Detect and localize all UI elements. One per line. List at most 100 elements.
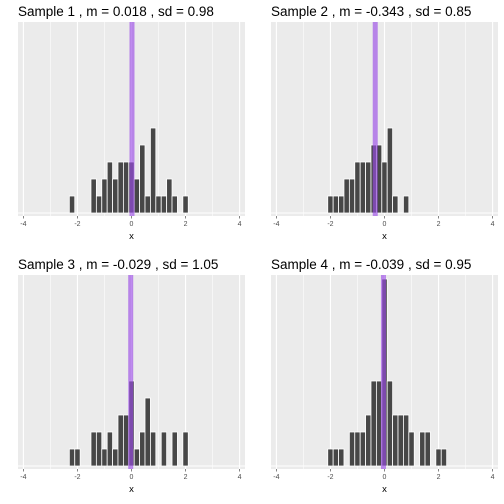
histogram-bar [332,195,339,214]
x-axis-ticks: -4 -2 0 2 4 [273,216,495,228]
x-axis-ticks: -4 -2 0 2 4 [20,469,242,481]
histogram-bar [435,448,442,467]
x-tick-label: -2 [74,221,80,228]
histogram-bar [348,178,356,214]
histogram-bar [392,414,399,467]
histogram-bar [160,195,168,214]
histogram-bar [386,127,394,214]
x-tick-label: -2 [327,474,333,481]
mean-line [128,275,134,469]
histogram-bar [348,431,356,467]
histogram-bar [122,414,130,467]
x-axis-label: x [129,231,134,242]
mean-line [372,22,378,216]
histogram-bar [106,431,113,467]
mean-line [129,22,135,216]
histogram-bar [150,127,157,214]
histogram-bar [182,431,189,467]
histogram-bar [139,431,146,467]
histogram-bar [397,414,404,467]
x-tick-label: 0 [383,221,387,228]
histogram-bar [359,161,366,214]
x-axis-label: x [129,484,134,495]
x-tick-label: -4 [20,474,26,481]
histogram-bar [343,178,350,214]
x-tick-label: 2 [184,221,188,228]
histogram-panel-2: Sample 2 , m = -0.343 , sd = 0.85 -4 -2 0 2 4… [271,4,498,242]
histogram-bar [381,161,388,214]
histogram-bar [155,195,162,214]
histogram-bar [160,431,168,467]
x-axis-ticks: -4 -2 0 2 4 [20,216,242,228]
histogram-bar [166,178,173,214]
histogram-bar [327,195,334,214]
histogram-bar [354,161,361,214]
histogram-bar [106,161,113,214]
x-axis-label: x [382,484,387,495]
histogram-bar [112,448,119,467]
histogram-bar [327,448,334,467]
x-axis-label: x [382,231,387,242]
x-tick-label: -4 [20,221,26,228]
x-tick-label: 0 [130,221,134,228]
histogram-bar [133,178,141,214]
histogram-bar [440,448,448,467]
histogram-bar [338,448,345,467]
x-tick-label: -4 [273,221,279,228]
panel-title: Sample 1 , m = 0.018 , sd = 0.98 [18,4,214,19]
histogram-bar [424,431,431,467]
histogram-bar [332,448,339,467]
x-axis-ticks: -4 -2 0 2 4 [273,469,495,481]
x-tick-label: 4 [238,474,242,481]
histogram-bar [117,414,124,467]
x-tick-label: 0 [383,474,387,481]
x-tick-label: -4 [273,474,279,481]
panel-title: Sample 3 , m = -0.029 , sd = 1.05 [18,257,218,272]
histogram-panel-3: Sample 3 , m = -0.029 , sd = 1.05 -4 -2 0 2 4… [18,257,245,495]
histogram-bar [419,431,426,467]
histogram-bar [95,195,103,214]
histogram-bar [122,161,130,214]
x-tick-label: 2 [437,474,441,481]
histogram-bar [365,414,372,467]
histogram-bar [117,161,124,214]
panel-grid: Sample 1 , m = 0.018 , sd = 0.98 -4 -2 0 2 4 x… [18,4,498,495]
histogram-bar [68,448,76,467]
histogram-bar [74,448,81,467]
histogram-bar [68,195,76,214]
histogram-bar [150,431,157,467]
mean-line [380,275,386,469]
x-tick-label: 4 [238,221,242,228]
histogram-bar [403,414,410,467]
histogram-bar [95,431,103,467]
panel-title: Sample 2 , m = -0.343 , sd = 0.85 [271,4,471,19]
histogram-bar [182,195,189,214]
histogram-bar [403,195,410,214]
histogram-bar [171,431,178,467]
histogram-bar [370,380,377,467]
histogram-bar [171,195,178,214]
histogram-bar [112,178,119,214]
histogram-bar [101,448,108,467]
histogram-bar [338,195,345,214]
histogram-bar [408,431,415,467]
x-tick-label: 2 [184,474,188,481]
panel-title: Sample 4 , m = -0.039 , sd = 0.95 [271,257,471,272]
histogram-panel-4: Sample 4 , m = -0.039 , sd = 0.95 -4 -2 0 2 4… [271,257,498,495]
x-tick-label: 0 [130,474,134,481]
histogram-panel-1: Sample 1 , m = 0.018 , sd = 0.98 -4 -2 0 2 4 x [18,4,245,242]
x-tick-label: 2 [437,221,441,228]
histogram-bar [144,397,151,467]
histogram-bar [139,144,146,214]
histogram-bar [90,178,97,214]
x-tick-label: 4 [491,474,495,481]
histogram-bar [90,431,97,467]
x-tick-label: 4 [491,221,495,228]
histogram-bar [365,161,372,214]
histogram-bar [386,380,394,467]
histogram-bar [133,448,141,467]
histogram-bar [101,178,108,214]
x-tick-label: -2 [327,221,333,228]
histogram-bar [144,195,151,214]
